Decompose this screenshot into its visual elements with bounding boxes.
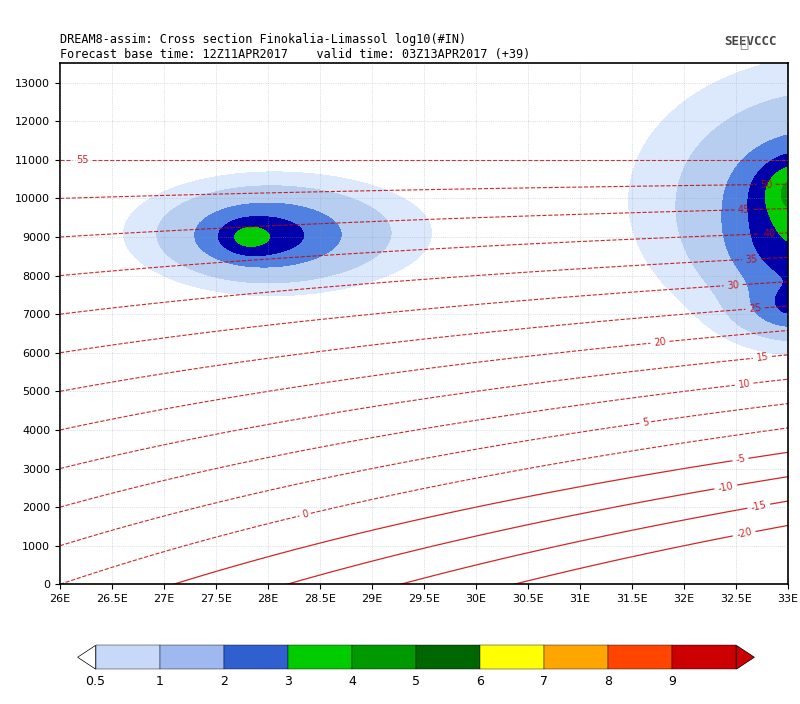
Text: 45: 45 bbox=[738, 204, 750, 215]
Text: 20: 20 bbox=[654, 337, 666, 348]
Polygon shape bbox=[78, 646, 96, 669]
Bar bbox=[480, 646, 544, 669]
Text: 40: 40 bbox=[763, 228, 776, 239]
Text: 3: 3 bbox=[284, 674, 292, 688]
Text: ⛅: ⛅ bbox=[739, 34, 748, 50]
Text: 9: 9 bbox=[668, 674, 676, 688]
Bar bbox=[608, 646, 672, 669]
Text: 35: 35 bbox=[745, 253, 758, 265]
Text: 25: 25 bbox=[748, 303, 762, 314]
Text: 5: 5 bbox=[412, 674, 420, 688]
Text: 5: 5 bbox=[642, 417, 650, 428]
Text: -10: -10 bbox=[717, 480, 734, 494]
Bar bbox=[96, 646, 160, 669]
Text: 10: 10 bbox=[738, 378, 751, 390]
Bar bbox=[352, 646, 416, 669]
Bar bbox=[544, 646, 608, 669]
Text: 2: 2 bbox=[220, 674, 228, 688]
Text: -5: -5 bbox=[734, 453, 746, 465]
Polygon shape bbox=[736, 646, 754, 669]
Text: -20: -20 bbox=[735, 527, 753, 541]
Bar bbox=[160, 646, 224, 669]
Text: 50: 50 bbox=[760, 180, 772, 189]
Text: 6: 6 bbox=[476, 674, 484, 688]
Bar bbox=[672, 646, 736, 669]
Text: 1: 1 bbox=[156, 674, 164, 688]
Text: 0.5: 0.5 bbox=[86, 674, 106, 688]
Text: 15: 15 bbox=[756, 352, 769, 363]
Text: 7: 7 bbox=[540, 674, 548, 688]
Text: 55: 55 bbox=[76, 155, 88, 165]
Bar bbox=[416, 646, 480, 669]
Bar bbox=[288, 646, 352, 669]
Text: 30: 30 bbox=[726, 279, 740, 291]
Text: 0: 0 bbox=[301, 509, 310, 520]
Text: DREAM8-assim: Cross section Finokalia-Limassol log10(#IN)
Forecast base time: 12: DREAM8-assim: Cross section Finokalia-Li… bbox=[60, 33, 530, 61]
Bar bbox=[224, 646, 288, 669]
Text: -15: -15 bbox=[750, 500, 767, 513]
Text: 4: 4 bbox=[348, 674, 356, 688]
Text: SEEVCCC: SEEVCCC bbox=[725, 34, 777, 48]
Text: 8: 8 bbox=[604, 674, 612, 688]
